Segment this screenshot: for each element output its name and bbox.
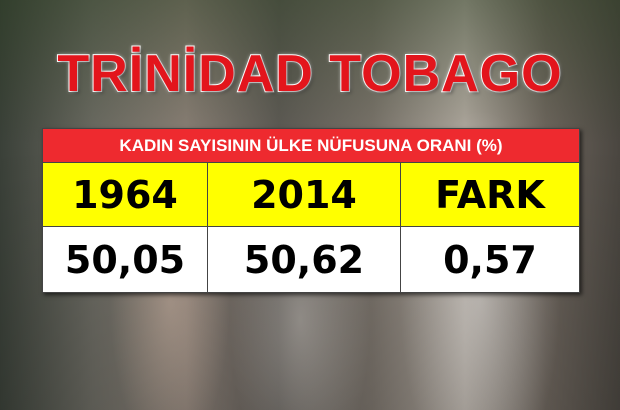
value-cell: 50,05 bbox=[42, 226, 208, 293]
header-cell: FARK bbox=[400, 162, 580, 227]
table-caption: KADIN SAYISININ ÜLKE NÜFUSUNA ORANI (%) bbox=[42, 128, 580, 163]
header-cell: 1964 bbox=[42, 162, 208, 227]
value-cell: 50,62 bbox=[207, 226, 401, 293]
header-cell: 2014 bbox=[207, 162, 401, 227]
data-table: KADIN SAYISININ ÜLKE NÜFUSUNA ORANI (%) … bbox=[42, 128, 580, 293]
page-title: TRİNİDAD TOBAGO bbox=[56, 44, 563, 104]
value-cell: 0,57 bbox=[400, 226, 580, 293]
